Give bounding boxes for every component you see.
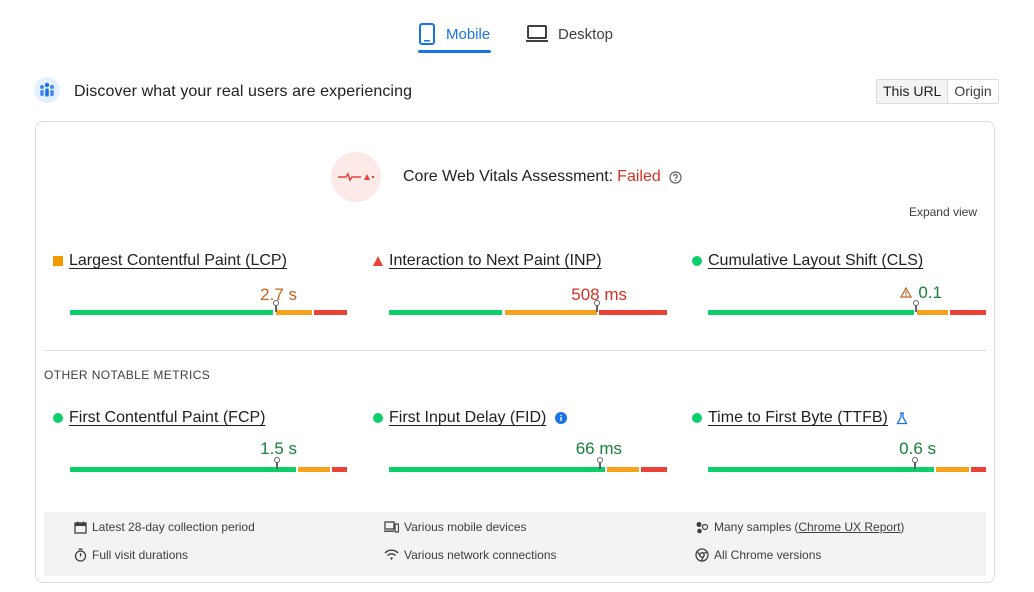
vitals-pulse-icon — [331, 152, 381, 202]
collection-period-text: Latest 28-day collection period — [92, 520, 255, 534]
metric-lcp-link[interactable]: Largest Contentful Paint (LCP) — [69, 252, 287, 269]
metric-cls: Cumulative Layout Shift (CLS) 0.1 — [692, 252, 986, 315]
metric-fcp-link[interactable]: First Contentful Paint (FCP) — [69, 409, 266, 426]
chrome-versions-text: All Chrome versions — [714, 548, 822, 562]
other-metrics-heading: OTHER NOTABLE METRICS — [44, 368, 211, 382]
metric-ttfb-link[interactable]: Time to First Byte (TTFB) — [708, 409, 888, 426]
metric-lcp-marker — [273, 300, 279, 312]
this-url-button[interactable]: This URL — [877, 80, 949, 103]
metric-ttfb-value: 0.6 s — [899, 439, 936, 458]
visit-durations: Full visit durations — [74, 548, 188, 562]
metric-ttfb-distribution — [708, 457, 986, 472]
metric-fcp: First Contentful Paint (FCP) 1.5 s — [53, 409, 347, 472]
stopwatch-icon — [74, 548, 87, 562]
cwv-assessment: Core Web Vitals Assessment: Failed — [331, 152, 682, 202]
chrome-ux-report-link[interactable]: Chrome UX Report — [798, 520, 901, 534]
metric-cls-link[interactable]: Cumulative Layout Shift (CLS) — [708, 252, 924, 269]
help-icon[interactable] — [669, 170, 682, 184]
metric-inp-distribution — [389, 300, 667, 315]
metric-cls-value: 0.1 — [918, 283, 942, 302]
metric-fcp-distribution — [70, 457, 347, 472]
metric-cls-marker — [913, 300, 919, 312]
assessment-status: Failed — [617, 168, 661, 185]
metric-fid-value: 66 ms — [575, 439, 622, 458]
lab-flask-icon — [896, 411, 908, 425]
tab-mobile[interactable]: Mobile — [418, 16, 490, 52]
metric-inp-link[interactable]: Interaction to Next Paint (INP) — [389, 252, 602, 269]
sample-size-paren-close: ) — [900, 520, 905, 534]
warning-icon — [900, 283, 913, 303]
origin-button[interactable]: Origin — [954, 83, 992, 99]
phone-icon — [418, 23, 436, 45]
metric-fid-marker — [597, 457, 603, 469]
metric-lcp-value: 2.7 s — [260, 285, 297, 304]
network-types-text: Various network connections — [404, 548, 557, 562]
visit-durations-text: Full visit durations — [92, 548, 189, 562]
sample-size: Many samples (Chrome UX Report) — [695, 520, 904, 534]
assessment-label: Core Web Vitals Assessment: — [403, 168, 614, 185]
chrome-icon — [695, 548, 709, 562]
metric-ttfb: Time to First Byte (TTFB) 0.6 s — [692, 409, 986, 472]
expand-view-link[interactable]: Expand view — [908, 205, 977, 219]
info-icon[interactable] — [555, 412, 568, 424]
metric-fcp-value: 1.5 s — [260, 439, 297, 458]
metric-lcp: Largest Contentful Paint (LCP) 2.7 s — [53, 252, 347, 315]
good-circle-icon — [373, 413, 383, 423]
chrome-versions: All Chrome versions — [695, 548, 821, 562]
metric-ttfb-marker — [912, 457, 918, 469]
active-tab-indicator — [418, 50, 491, 53]
metric-fid-distribution — [389, 457, 667, 472]
collection-period: Latest 28-day collection period — [74, 520, 255, 534]
poor-triangle-icon — [373, 256, 383, 266]
metric-inp-marker — [594, 300, 600, 312]
calendar-icon — [74, 521, 87, 534]
sample-size-paren-open: ( — [794, 520, 799, 534]
discover-header: Discover what your real users are experi… — [34, 76, 413, 108]
metric-inp: Interaction to Next Paint (INP) 508 ms — [373, 252, 667, 315]
good-circle-icon — [692, 413, 702, 423]
metric-cls-value-row: 0.1 — [692, 283, 986, 303]
network-types: Various network connections — [384, 548, 557, 562]
metric-lcp-distribution — [70, 300, 347, 315]
laptop-icon — [526, 25, 548, 43]
metric-fid: First Input Delay (FID) 66 ms — [373, 409, 667, 472]
device-types-text: Various mobile devices — [404, 520, 527, 534]
tab-desktop[interactable]: Desktop — [526, 16, 613, 52]
needs-improvement-square-icon — [53, 256, 63, 266]
collection-info-footer: Latest 28-day collection period Full vis… — [44, 512, 986, 576]
samples-icon — [695, 521, 709, 534]
section-divider — [44, 350, 986, 351]
metric-fid-link[interactable]: First Input Delay (FID) — [389, 409, 547, 426]
field-data-card: Core Web Vitals Assessment: Failed Expan… — [35, 121, 995, 583]
metric-fcp-marker — [274, 457, 280, 469]
tab-mobile-label: Mobile — [446, 25, 491, 43]
devices-icon — [384, 521, 399, 533]
metric-inp-value: 508 ms — [571, 285, 627, 304]
good-circle-icon — [692, 256, 702, 266]
url-origin-toggle: This URL Origin — [876, 79, 999, 104]
metric-cls-distribution — [708, 300, 986, 315]
crux-users-icon — [34, 76, 60, 108]
device-tabs: Mobile Desktop — [0, 10, 1034, 54]
sample-size-text: Many samples — [714, 520, 792, 534]
good-circle-icon — [53, 413, 63, 423]
tab-desktop-label: Desktop — [558, 25, 614, 43]
device-types: Various mobile devices — [384, 520, 527, 534]
page-title: Discover what your real users are experi… — [74, 83, 413, 100]
wifi-icon — [384, 549, 399, 561]
